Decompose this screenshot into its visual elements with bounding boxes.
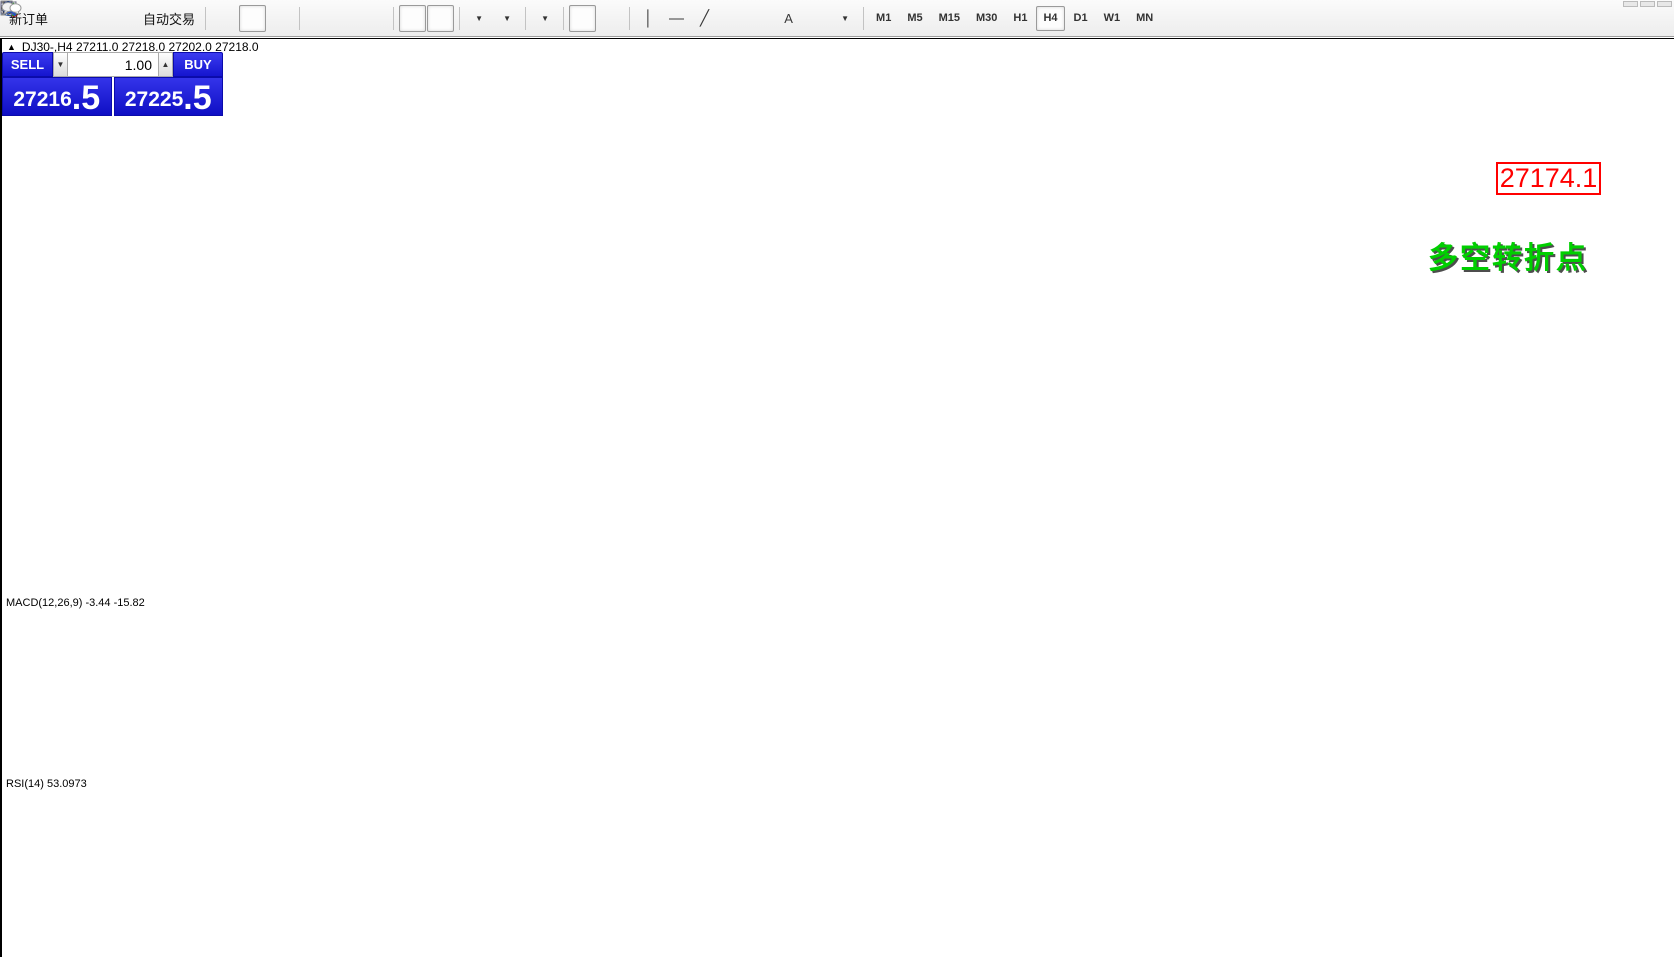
cursor-button[interactable]: [3, 1, 597, 32]
buy-price-frac: .5: [183, 79, 212, 117]
trendline-icon: ╱: [700, 9, 710, 27]
text-label-button[interactable]: T: [1, 1, 830, 32]
autotrading-label: 自动交易: [143, 11, 196, 27]
sell-price-frac: .5: [71, 79, 101, 117]
zoom-out-button[interactable]: [2, 1, 360, 32]
crosshair-button[interactable]: [1, 1, 624, 32]
timeframe-m30[interactable]: M30: [976, 12, 998, 24]
templates-button[interactable]: ▼: [0, 1, 558, 32]
arrows-caret: ▼: [841, 13, 849, 23]
autoscroll-button[interactable]: [2, 3, 427, 32]
horizontal-line-icon: —: [669, 9, 685, 27]
fibonacci-button[interactable]: F: [2, 2, 774, 32]
timeframe-d1[interactable]: D1: [1073, 12, 1088, 24]
trendline-button[interactable]: ╱: [691, 5, 718, 32]
turning-point-text[interactable]: 多空转折点: [1428, 242, 1588, 275]
market-watch-button[interactable]: [1, 1, 81, 32]
new-order-label: 新订单: [9, 11, 49, 27]
timeframe-bar: M1 M5 M15 M30 H1 H4 D1 W1 MN: [869, 5, 1160, 31]
svg-text:F: F: [13, 10, 17, 16]
bar-chart-button[interactable]: [1, 2, 238, 32]
text-button[interactable]: A: [775, 5, 802, 32]
toolbar-separator: [629, 6, 631, 30]
sell-price[interactable]: 27216 .5: [2, 77, 112, 116]
line-chart-button[interactable]: [1, 2, 294, 32]
buy-price[interactable]: 27225 .5: [113, 77, 223, 117]
text-icon: A: [784, 10, 793, 26]
chart-header: ▲ DJ30-,H4 27211.0 27218.0 27202.0 27218…: [7, 40, 259, 54]
one-click-trading-panel: SELL ▼ ▲ BUY 27216 .5 27225 .5: [2, 52, 223, 116]
toolbar-separator: [459, 6, 461, 30]
timeframe-m1[interactable]: M1: [876, 12, 892, 24]
window-controls: [1623, 1, 1672, 7]
timeframe-h1[interactable]: H1: [1013, 12, 1028, 24]
candlestick-chart-button[interactable]: [1, 2, 267, 32]
restore-button[interactable]: [1640, 1, 1655, 7]
search-button[interactable]: [2, 1, 1642, 32]
periods-button[interactable]: ▼: [1, 1, 520, 32]
timeframe-h4[interactable]: H4: [1036, 5, 1065, 31]
volume-input[interactable]: [68, 52, 158, 77]
timeframe-m15[interactable]: M15: [938, 12, 960, 24]
toolbar-separator: [299, 6, 301, 30]
buy-button[interactable]: BUY: [173, 52, 223, 77]
rsi-label: RSI(14) 53.0973: [6, 778, 87, 790]
toolbar-separator: [525, 6, 527, 30]
chart-window: [0, 38, 1674, 957]
equidistant-channel-button[interactable]: E: [1, 2, 746, 32]
new-chart-caret: ▼: [475, 13, 483, 23]
macd-label: MACD(12,26,9) -3.44 -15.82: [6, 597, 145, 609]
new-chart-button[interactable]: ▼: [0, 1, 492, 32]
timeframe-mn[interactable]: MN: [1136, 12, 1154, 24]
vertical-line-icon: │: [643, 9, 654, 27]
vertical-line-button[interactable]: │: [635, 5, 662, 32]
chart-shift-button[interactable]: [2, 3, 455, 32]
timeframe-m5[interactable]: M5: [907, 12, 923, 24]
timeframe-w1[interactable]: W1: [1103, 12, 1121, 24]
navigator-button[interactable]: [0, 1, 109, 32]
main-toolbar: 新订单 自动交易 ▼ ▼: [0, 0, 1674, 37]
buy-price-main: 27225: [124, 88, 184, 111]
tile-windows-button[interactable]: [1, 2, 388, 32]
chat-button[interactable]: [1, 2, 1670, 32]
autotrading-button[interactable]: 自动交易: [0, 3, 200, 32]
panel-collapse-arrow[interactable]: ▲: [7, 42, 16, 52]
sell-button[interactable]: SELL: [2, 52, 53, 77]
toolbar-separator: [863, 6, 865, 30]
price-annotation-box[interactable]: 27174.1: [1496, 162, 1601, 195]
sell-price-main: 27216: [13, 88, 72, 111]
periods-caret: ▼: [503, 13, 511, 23]
templates-caret: ▼: [541, 13, 549, 23]
volume-down-button[interactable]: ▼: [53, 52, 68, 77]
minimize-button[interactable]: [1623, 1, 1638, 7]
symbol-ohlc-text: DJ30-,H4 27211.0 27218.0 27202.0 27218.0: [21, 40, 259, 54]
arrows-button[interactable]: ▼: [2, 2, 858, 32]
volume-up-button[interactable]: ▲: [158, 52, 173, 77]
toolbar-separator: [563, 6, 565, 30]
chat-icon: [1, 2, 22, 16]
terminal-button[interactable]: [1, 1, 137, 32]
toolbar-separator: [393, 6, 395, 30]
toolbar-separator: [205, 6, 207, 30]
close-button[interactable]: [1657, 1, 1672, 7]
zoom-in-button[interactable]: [2, 1, 332, 32]
horizontal-line-button[interactable]: —: [663, 5, 690, 32]
